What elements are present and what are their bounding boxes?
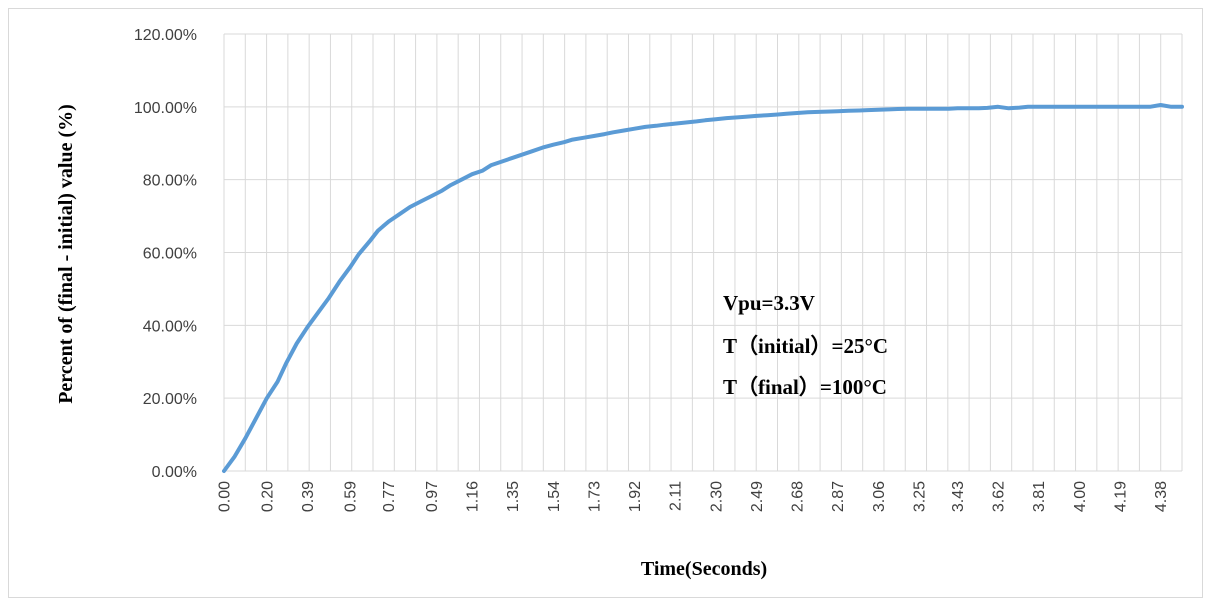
annotation-vpu: Vpu=3.3V — [723, 291, 815, 315]
x-tick-label: 2.87 — [830, 481, 847, 512]
series-line — [222, 103, 1184, 473]
x-tick-label: 0.00 — [217, 481, 234, 512]
x-tick-label: 3.06 — [871, 481, 888, 512]
x-tick-label: 3.25 — [911, 481, 928, 512]
x-tick-label: 4.38 — [1153, 481, 1170, 512]
y-tick-label: 60.00% — [143, 246, 197, 263]
y-axis-title: Percent of (final - initial) value (%) — [55, 104, 77, 404]
x-tick-label: 4.19 — [1112, 481, 1129, 512]
x-tick-label: 2.11 — [668, 481, 685, 511]
grid-lines — [223, 33, 1183, 471]
x-tick-label: 4.00 — [1072, 481, 1089, 512]
x-tick-label: 3.43 — [950, 481, 967, 512]
x-tick-label: 2.68 — [790, 481, 807, 512]
annotation-t-initial: T（initial）=25°C — [723, 334, 888, 358]
y-tick-label: 100.00% — [134, 100, 197, 117]
x-tick-label: 0.59 — [343, 481, 360, 512]
x-tick-label: 2.30 — [708, 481, 725, 512]
x-tick-label: 1.54 — [546, 481, 563, 512]
y-tick-label: 0.00% — [152, 464, 197, 481]
x-axis-tick-labels: 0.00 0.20 0.39 0.59 0.77 0.97 1.16 1.35 1.54 1.73… — [217, 481, 1171, 512]
x-tick-label: 2.49 — [749, 481, 766, 512]
annotation-t-final: T（final）=100°C — [723, 375, 887, 399]
x-tick-label: 0.39 — [300, 481, 317, 512]
x-tick-label: 3.81 — [1031, 481, 1048, 512]
x-tick-label: 0.77 — [381, 481, 398, 512]
y-tick-label: 80.00% — [143, 173, 197, 190]
y-axis-tick-labels: 0.00% 20.00% 40.00% 60.00% 80.00% 100.00% 120.… — [134, 27, 197, 481]
y-tick-label: 20.00% — [143, 391, 197, 408]
x-tick-label: 0.97 — [424, 481, 441, 512]
x-tick-label: 0.20 — [259, 481, 276, 512]
x-tick-label: 1.16 — [465, 481, 482, 512]
x-tick-label: 3.62 — [991, 481, 1008, 512]
x-axis-title: Time(Seconds) — [641, 558, 767, 580]
x-tick-label: 1.73 — [586, 481, 603, 512]
y-tick-label: 120.00% — [134, 27, 197, 44]
y-tick-label: 40.00% — [143, 318, 197, 335]
x-tick-label: 1.92 — [627, 481, 644, 512]
x-tick-label: 1.35 — [505, 481, 522, 512]
